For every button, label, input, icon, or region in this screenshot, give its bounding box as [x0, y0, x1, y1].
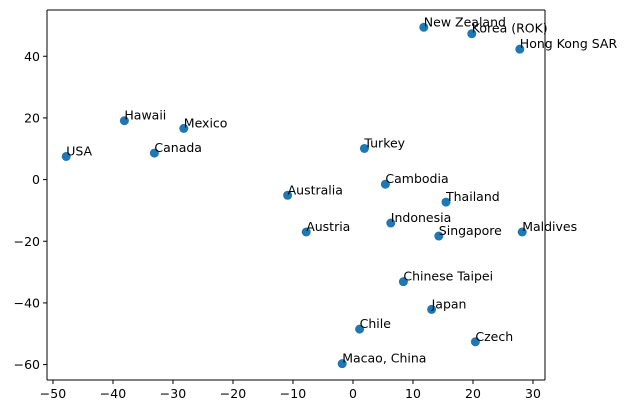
point-label: Maldives	[522, 219, 577, 234]
x-tick-label: −20	[220, 386, 246, 401]
point-label: Australia	[288, 182, 343, 197]
scatter-point	[398, 277, 408, 287]
point-label: Cambodia	[385, 171, 448, 186]
scatter-point	[380, 179, 390, 189]
scatter-point	[355, 324, 365, 334]
axes-frame	[46, 9, 546, 381]
scatter-point	[427, 304, 437, 314]
scatter-point	[419, 22, 429, 32]
point-label: Chile	[360, 316, 392, 331]
scatter-point	[119, 116, 129, 126]
point-label: New Zealand	[424, 14, 506, 29]
point-label: Austria	[306, 219, 350, 234]
x-tick-label: −30	[160, 386, 186, 401]
scatter-point	[283, 190, 293, 200]
point-label: Mexico	[184, 115, 228, 130]
y-tick-label: −20	[14, 234, 40, 249]
point-label: Canada	[154, 140, 202, 155]
scatter-point	[441, 197, 451, 207]
point-label: Chinese Taipei	[403, 269, 493, 284]
y-tick-label: 20	[24, 110, 40, 125]
scatter-point	[434, 231, 444, 241]
scatter-point	[337, 359, 347, 369]
x-tick-label: −40	[100, 386, 126, 401]
y-tick-label: 40	[24, 49, 40, 64]
points-layer	[61, 22, 527, 369]
point-label: Hong Kong SAR	[520, 36, 618, 51]
x-tick-label: 10	[405, 386, 421, 401]
x-tick-label: 0	[349, 386, 357, 401]
point-label: USA	[66, 143, 92, 158]
point-label: Czech	[475, 329, 513, 344]
point-label: Singapore	[439, 223, 502, 238]
scatter-point	[517, 227, 527, 237]
scatter-point	[359, 143, 369, 153]
scatter-point	[61, 151, 71, 161]
point-label: Korea (ROK)	[472, 21, 548, 36]
point-label: Turkey	[363, 135, 405, 150]
y-axis-ticks: −60 −40 −20 0 20 40	[14, 49, 47, 372]
y-tick-label: 0	[32, 172, 40, 187]
point-label: Indonesia	[391, 210, 451, 225]
x-axis-ticks: −50 −40 −30 −20 −10 0 10 20 30	[40, 380, 541, 401]
scatter-point	[179, 123, 189, 133]
point-label: Hawaii	[124, 108, 166, 123]
x-tick-label: −10	[280, 386, 306, 401]
x-tick-label: −50	[40, 386, 66, 401]
point-label: Japan	[431, 296, 467, 311]
scatter-point	[149, 148, 159, 158]
scatter-point	[515, 44, 525, 54]
x-tick-label: 20	[465, 386, 481, 401]
scatter-point	[470, 337, 480, 347]
scatter-point	[467, 29, 477, 39]
scatter-point	[386, 218, 396, 228]
point-label: Thailand	[445, 189, 500, 204]
point-label: Macao, China	[342, 351, 426, 366]
y-tick-label: −60	[14, 357, 40, 372]
scatter-point	[301, 227, 311, 237]
y-tick-label: −40	[14, 295, 40, 310]
x-tick-label: 30	[525, 386, 541, 401]
